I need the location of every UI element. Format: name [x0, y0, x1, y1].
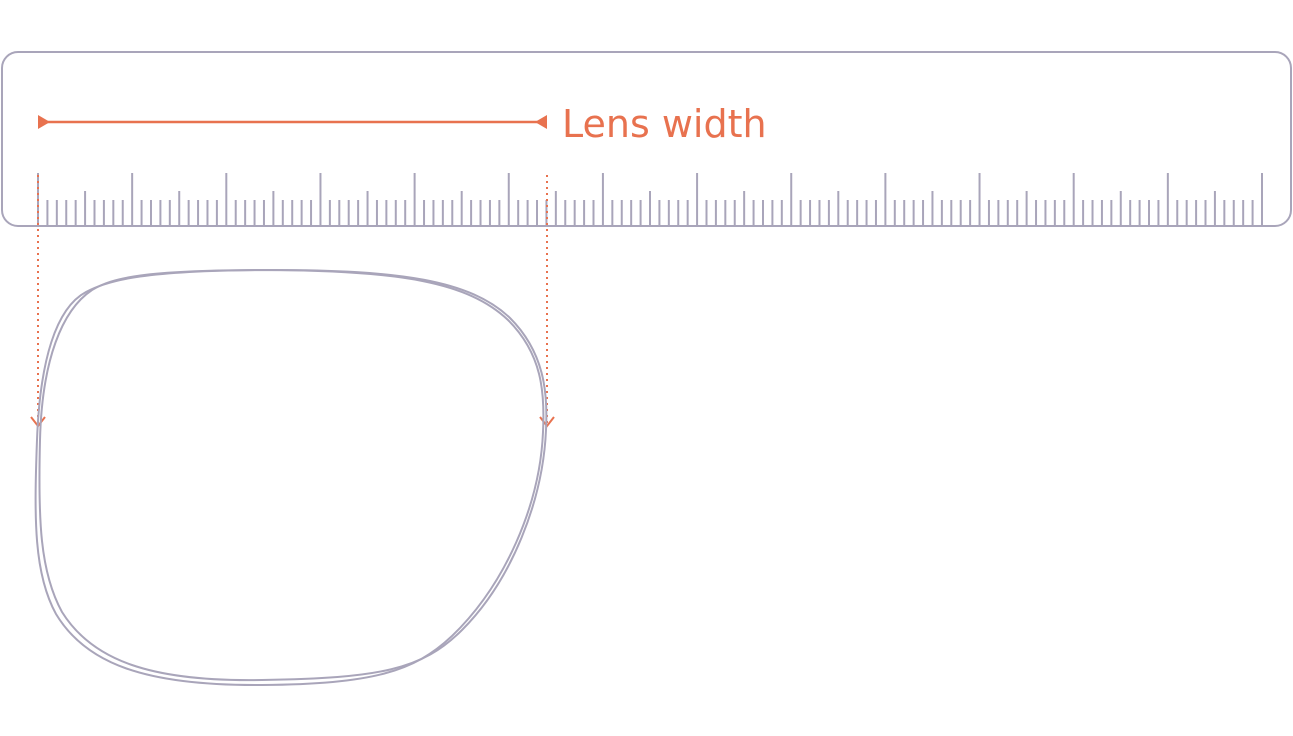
measure-label: Lens width	[562, 102, 767, 146]
ruler-ticks	[37, 173, 1263, 226]
lens-outline	[34, 268, 545, 687]
arrowhead	[535, 115, 547, 129]
ruler	[1, 51, 1292, 227]
lens-outline	[38, 268, 548, 682]
arrowhead	[38, 115, 50, 129]
